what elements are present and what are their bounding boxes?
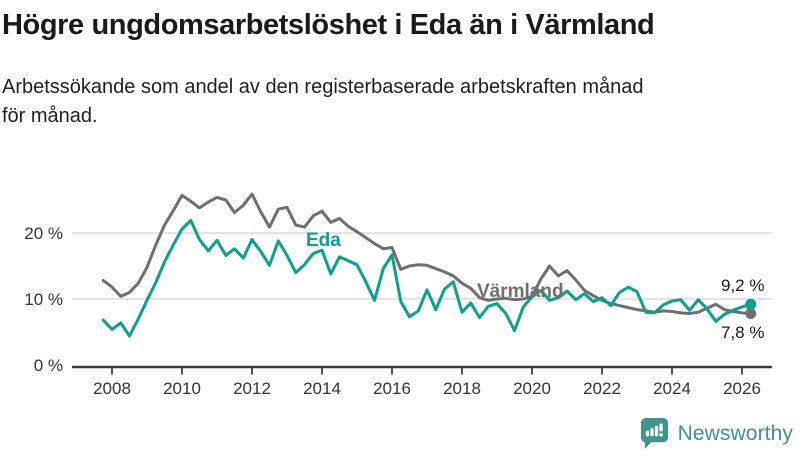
x-axis-label: 2014 <box>303 379 341 398</box>
series-label-värmland: Värmland <box>477 281 564 302</box>
newsworthy-icon <box>640 418 668 449</box>
series-line-värmland <box>101 192 753 315</box>
x-axis-label: 2026 <box>723 379 761 398</box>
series-line-eda <box>101 219 753 338</box>
bar-small <box>645 430 649 437</box>
newsworthy-logo: Newsworthy <box>639 416 793 451</box>
series-end-dot-värmland <box>745 308 757 320</box>
end-value-label-värmland: 7,8 % <box>721 323 764 342</box>
newsworthy-logo-text: Newsworthy <box>677 421 793 445</box>
chart-title: Högre ungdomsarbetslöshet i Eda än i Vär… <box>2 9 655 41</box>
series-end-dot-eda <box>745 298 757 310</box>
chart-header: Högre ungdomsarbetslöshet i Eda än i Vär… <box>0 7 800 131</box>
subtitle-line-2: för månad. <box>2 105 98 127</box>
bar-tall <box>654 425 658 437</box>
y-axis-label: 0 % <box>34 356 63 375</box>
bar-medium <box>649 428 654 437</box>
x-axis-label: 2016 <box>373 379 411 398</box>
chart-page: { "header": { "title": "Högre ungdomsarb… <box>0 7 800 457</box>
x-axis-label: 2012 <box>233 379 271 398</box>
series-label-eda: Eda <box>306 230 341 251</box>
x-axis-label: 2022 <box>583 379 621 398</box>
end-value-label-eda: 9,2 % <box>721 276 764 295</box>
subtitle-line-1: Arbetssökande som andel av den registerb… <box>2 76 644 98</box>
x-axis-label: 2020 <box>513 379 551 398</box>
y-axis-label: 20 % <box>24 224 63 243</box>
y-axis-label: 10 % <box>24 290 63 309</box>
chart-subtitle: Arbetssökande som andel av den registerb… <box>2 73 800 131</box>
x-axis-label: 2018 <box>443 379 481 398</box>
exclamation-bar <box>659 423 663 432</box>
line-chart: 0 % 10 % 20 % 2008 2010 2012 2014 2016 2018 2020 2… <box>24 192 772 398</box>
speech-bubble-shape <box>640 418 668 449</box>
x-axis-label: 2024 <box>653 379 691 398</box>
x-axis-label: 2010 <box>163 379 201 398</box>
x-axis-label: 2008 <box>93 379 131 398</box>
exclamation-dot <box>658 432 663 437</box>
